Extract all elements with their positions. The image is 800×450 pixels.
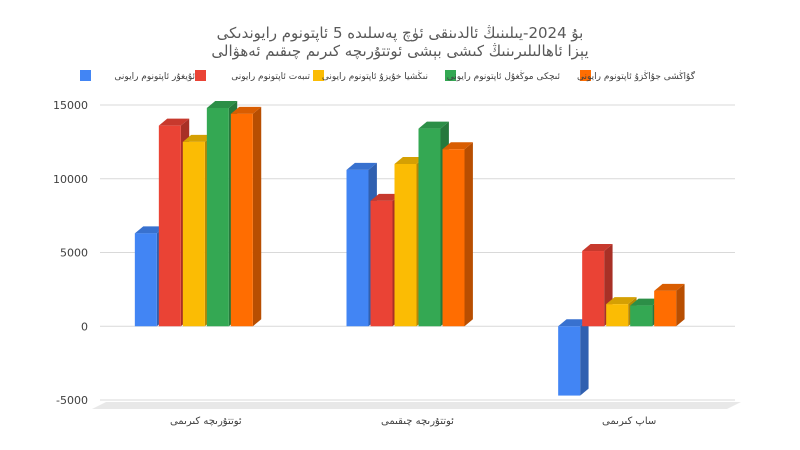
- bar-top-face: [442, 142, 473, 150]
- y-tick-label: 10000: [53, 173, 88, 186]
- bar-front-face: [134, 233, 157, 327]
- legend-item: تىبەت ئاپتونوم رايونى: [195, 70, 310, 82]
- bar-top-face: [134, 226, 166, 234]
- category-label: ئوتتۇرىچە چىقىمى: [381, 416, 454, 427]
- bar-side-face: [580, 319, 589, 396]
- legend-label: تىبەت ئاپتونوم رايونى: [231, 72, 310, 82]
- bar-side-face: [252, 106, 262, 327]
- bar: [558, 319, 589, 396]
- y-axis: 15000 10000 5000 0 -5000: [53, 99, 88, 407]
- bar-front-face: [630, 305, 653, 327]
- bar: [230, 106, 262, 327]
- bar-top-face: [630, 298, 661, 306]
- bar-top-face: [654, 283, 685, 291]
- bar: [442, 142, 473, 327]
- chart-title: بۇ 2024-يىلىنىڭ ئالدىنقى ئۈچ پەسلىدە 5 ئ…: [211, 24, 588, 61]
- legend-swatch: [445, 70, 456, 81]
- bar-top-face: [370, 193, 401, 201]
- bar-top-face: [158, 118, 190, 126]
- chart-title-line-1: بۇ 2024-يىلىنىڭ ئالدىنقى ئۈچ پەسلىدە 5 ئ…: [217, 24, 584, 43]
- bar: [654, 283, 685, 327]
- bars: [134, 100, 685, 396]
- bar-front-face: [394, 164, 417, 327]
- legend-item: نىڭشيا خۇيزۇ ئاپتونوم رايونى: [313, 70, 428, 82]
- bar-top-face: [206, 100, 238, 108]
- category-label: ئوتتۇرىچە كىرىمى: [170, 416, 242, 427]
- bar-front-face: [182, 141, 205, 327]
- bar-side-face: [676, 283, 685, 327]
- legend-swatch: [580, 70, 591, 81]
- bar-front-face: [206, 107, 229, 327]
- x-axis: ئوتتۇرىچە كىرىمى ئوتتۇرىچە چىقىمى ساپ كىرى…: [170, 416, 656, 427]
- bar-front-face: [606, 304, 629, 327]
- y-tick-label: -5000: [56, 394, 88, 407]
- bar-side-face: [464, 142, 473, 327]
- legend-swatch: [195, 70, 206, 81]
- bar-top-face: [582, 244, 613, 252]
- legend-item: ئىچكى موڭغۇل ئاپتونوم رايونى: [445, 70, 560, 82]
- bar-top-face: [182, 134, 214, 142]
- chart-title-line-2: يېزا ئاھالىلىرىنىڭ كىشى بېشى ئوتتۇرىچە ك…: [211, 42, 588, 61]
- y-tick-label: 15000: [53, 99, 88, 112]
- chart-floor-plane: [92, 402, 741, 409]
- legend-label: ئىچكى موڭغۇل ئاپتونوم رايونى: [447, 70, 561, 82]
- bar-front-face: [230, 113, 253, 327]
- bar-front-face: [558, 326, 581, 396]
- bar-front-face: [418, 128, 441, 327]
- legend-swatch: [80, 70, 91, 81]
- bar-top-face: [418, 121, 449, 129]
- bar-top-face: [606, 297, 637, 305]
- bar-top-face: [346, 162, 377, 170]
- legend: ئۇيغۇر ئاپتونوم رايونى تىبەت ئاپتونوم راي…: [80, 70, 696, 82]
- y-tick-label: 0: [81, 320, 88, 333]
- bar-top-face: [230, 106, 262, 114]
- legend-label: ئۇيغۇر ئاپتونوم رايونى: [114, 72, 195, 82]
- legend-label: گۇاڭشى جۇاڭزۇ ئاپتونوم رايونى: [577, 70, 696, 82]
- legend-item: گۇاڭشى جۇاڭزۇ ئاپتونوم رايونى: [577, 70, 696, 82]
- legend-label: نىڭشيا خۇيزۇ ئاپتونوم رايونى: [322, 70, 428, 82]
- bar-front-face: [582, 251, 605, 327]
- bar-front-face: [346, 169, 369, 327]
- legend-swatch: [313, 70, 324, 81]
- bar-front-face: [654, 290, 677, 327]
- category-label: ساپ كىرىمى: [602, 416, 656, 427]
- bar-top-face: [558, 319, 589, 327]
- bar-front-face: [442, 149, 465, 327]
- bar-top-face: [394, 157, 425, 164]
- y-tick-label: 5000: [60, 247, 88, 260]
- bar-front-face: [370, 200, 393, 327]
- bar-front-face: [158, 125, 181, 327]
- chart-floor: [92, 402, 741, 409]
- legend-item: ئۇيغۇر ئاپتونوم رايونى: [80, 70, 195, 82]
